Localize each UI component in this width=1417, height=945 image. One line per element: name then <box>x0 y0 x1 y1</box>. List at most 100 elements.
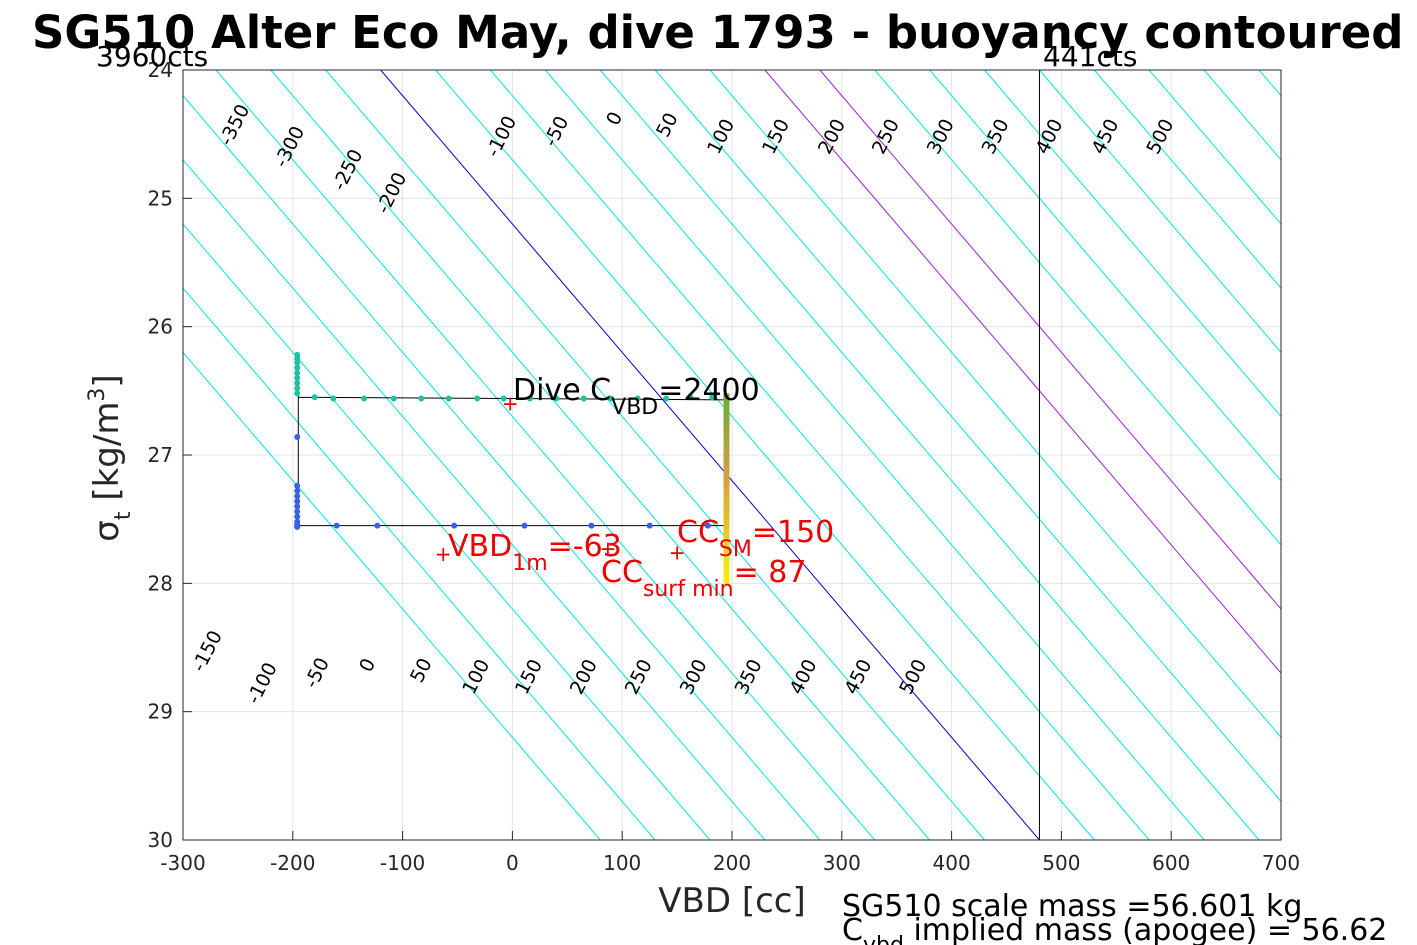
lower-point-17 <box>588 522 595 529</box>
contour-line-25 <box>1314 70 1417 840</box>
x-tick-label-10: 700 <box>1262 851 1300 875</box>
scale-mass-text: SG510 scale mass =56.601 kg <box>842 889 1302 924</box>
y-label-close: ] <box>87 374 127 387</box>
upper-point-22 <box>663 395 670 402</box>
dive-points <box>294 351 716 530</box>
upper-point-10 <box>330 395 337 402</box>
y-label-units: [kg/m <box>87 402 127 512</box>
lower-point-0 <box>294 434 301 441</box>
lower-point-5 <box>294 503 301 510</box>
contour-line-21 <box>1093 70 1281 289</box>
svg-text:σt [kg/m3]: σt [kg/m3] <box>85 374 136 541</box>
contour-line-7 <box>325 70 985 840</box>
upper-point-24 <box>709 394 716 401</box>
upper-point-17 <box>526 395 533 402</box>
contour-line-5 <box>215 70 876 840</box>
buoyancy-contours <box>183 70 1417 840</box>
contour-line-20 <box>1039 70 1281 354</box>
upper-point-18 <box>553 395 560 402</box>
x-tick-label-6: 300 <box>823 851 861 875</box>
contour-line-6 <box>270 70 931 840</box>
cc-bar <box>723 393 730 584</box>
upper-point-6 <box>294 380 301 387</box>
lower-point-4 <box>294 498 301 505</box>
y-tick-label-0: 24 <box>148 58 173 82</box>
lower-point-3 <box>294 493 301 500</box>
annotation-cc-surf-min: CCsurf min= 87 <box>601 555 806 602</box>
upper-point-20 <box>608 395 615 402</box>
upper-point-16 <box>500 395 507 402</box>
implied-mass-text: Cvbd implied mass (apogee) = 56.62 <box>842 913 1387 945</box>
marker-2: + <box>669 541 686 565</box>
lower-point-14 <box>374 522 381 529</box>
upper-point-15 <box>474 395 481 402</box>
contour-line-13 <box>654 70 1281 803</box>
x-tick-label-2: -100 <box>380 851 425 875</box>
contour-line-17 <box>874 70 1281 546</box>
y-tick-label-5: 29 <box>148 700 173 724</box>
annotation-dive-cvbd: Dive CVBD=2400 <box>513 373 760 420</box>
y-tick-label-6: 30 <box>148 828 173 852</box>
upper-point-23 <box>687 394 694 401</box>
upper-point-4 <box>294 369 301 376</box>
top-left-counts: 3960cts <box>96 40 208 73</box>
annotation-cc-sm: CCSM=150 <box>677 515 834 562</box>
contour-line-1 <box>183 287 656 840</box>
y-tick-label-1: 25 <box>148 186 173 210</box>
upper-point-2 <box>294 359 301 366</box>
contour-line-11 <box>544 70 1205 840</box>
contour-line-0 <box>183 351 601 840</box>
upper-point-8 <box>294 390 301 397</box>
y-ticks: 24 25 26 27 28 29 30 <box>148 58 192 852</box>
lower-point-6 <box>294 508 301 515</box>
upper-point-5 <box>294 375 301 381</box>
lower-point-13 <box>333 522 340 529</box>
lower-point-19 <box>704 522 711 529</box>
upper-point-11 <box>361 395 368 402</box>
lower-point-1 <box>294 482 301 489</box>
upper-point-3 <box>294 364 301 371</box>
y-axis-label: σt [kg/m3] <box>85 374 136 541</box>
lower-point-12 <box>294 523 301 530</box>
upper-point-9 <box>311 394 318 401</box>
chart-title: SG510 Alter Eco May, dive 1793 - buoyanc… <box>32 6 1403 59</box>
upper-point-12 <box>390 395 397 402</box>
x-tick-label-3: 0 <box>506 851 519 875</box>
contour-line-15 <box>764 70 1281 674</box>
annotation-vbd-1m: VBD1m=-63 <box>448 529 622 576</box>
x-tick-label-4: 100 <box>603 851 641 875</box>
upper-point-19 <box>580 395 587 402</box>
cc-bar-group <box>723 393 730 584</box>
x-tick-label-7: 400 <box>933 851 971 875</box>
lower-point-15 <box>451 522 458 529</box>
x-tick-label-5: 200 <box>713 851 751 875</box>
upper-point-14 <box>445 395 452 402</box>
x-tick-label-1: -200 <box>270 851 315 875</box>
x-tick-label-8: 500 <box>1042 851 1080 875</box>
y-label-sub: t <box>111 511 136 520</box>
contour-line-8 <box>380 70 1040 840</box>
contour-line-3 <box>183 159 766 840</box>
x-ticks: -300 -200 -100 0 100 200 300 400 500 600 700 <box>160 831 1300 875</box>
contour-line-16 <box>819 70 1281 610</box>
contour-line-4 <box>183 94 821 840</box>
marker-1: + <box>435 542 452 566</box>
contour-line-12 <box>599 70 1260 840</box>
y-tick-label-2: 26 <box>148 315 173 339</box>
y-tick-label-3: 27 <box>148 443 173 467</box>
y-tick-label-4: 28 <box>148 571 173 595</box>
marker-0: + <box>502 392 519 416</box>
contour-line-9 <box>435 70 1095 840</box>
top-right-counts: 441cts <box>1043 40 1137 73</box>
x-tick-label-0: -300 <box>160 851 205 875</box>
x-tick-label-9: 600 <box>1152 851 1190 875</box>
upper-point-21 <box>634 395 641 402</box>
lower-point-18 <box>646 522 653 529</box>
markers: + + + + <box>435 392 686 566</box>
contour-line-2 <box>183 223 711 840</box>
lower-point-2 <box>294 487 301 494</box>
upper-point-13 <box>418 395 425 402</box>
y-label-sup: 3 <box>85 388 110 402</box>
y-label-symbol: σ <box>87 520 127 542</box>
